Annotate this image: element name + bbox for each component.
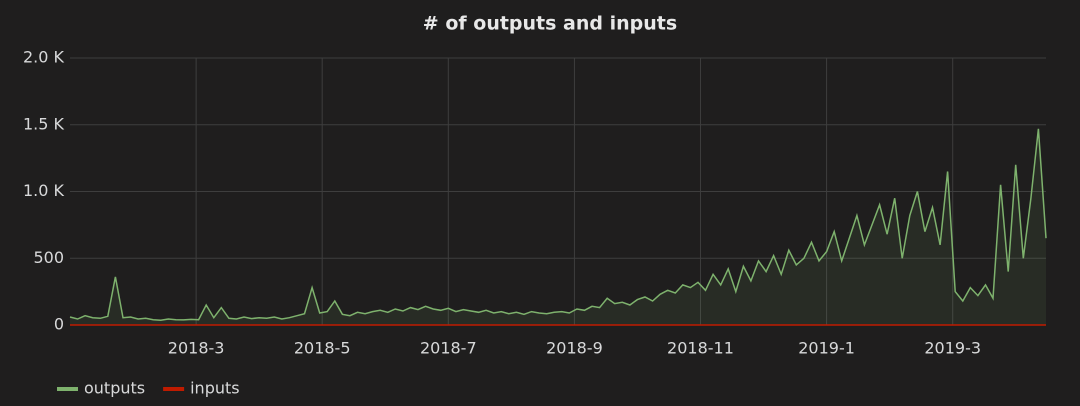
series-line bbox=[69, 128, 1047, 322]
x-tick-label: 2018-3 bbox=[168, 339, 225, 358]
legend-label: inputs bbox=[190, 379, 240, 398]
x-tick-label: 2018-7 bbox=[420, 339, 477, 358]
x-tick-label: 2019-1 bbox=[798, 339, 855, 358]
y-tick-label: 2.0 K bbox=[23, 48, 65, 67]
x-tick-label: 2018-11 bbox=[667, 339, 734, 358]
x-tick-label: 2018-5 bbox=[294, 339, 351, 358]
chart-title: # of outputs and inputs bbox=[423, 13, 677, 35]
y-tick-label: 500 bbox=[33, 248, 64, 267]
x-tick-label: 2019-3 bbox=[924, 339, 981, 358]
y-tick-label: 1.0 K bbox=[23, 181, 65, 200]
y-tick-label: 1.5 K bbox=[23, 114, 65, 133]
legend-label: outputs bbox=[84, 379, 145, 398]
series-area bbox=[70, 128, 1046, 325]
y-tick-label: 0 bbox=[54, 315, 64, 334]
x-tick-label: 2018-9 bbox=[546, 339, 603, 358]
